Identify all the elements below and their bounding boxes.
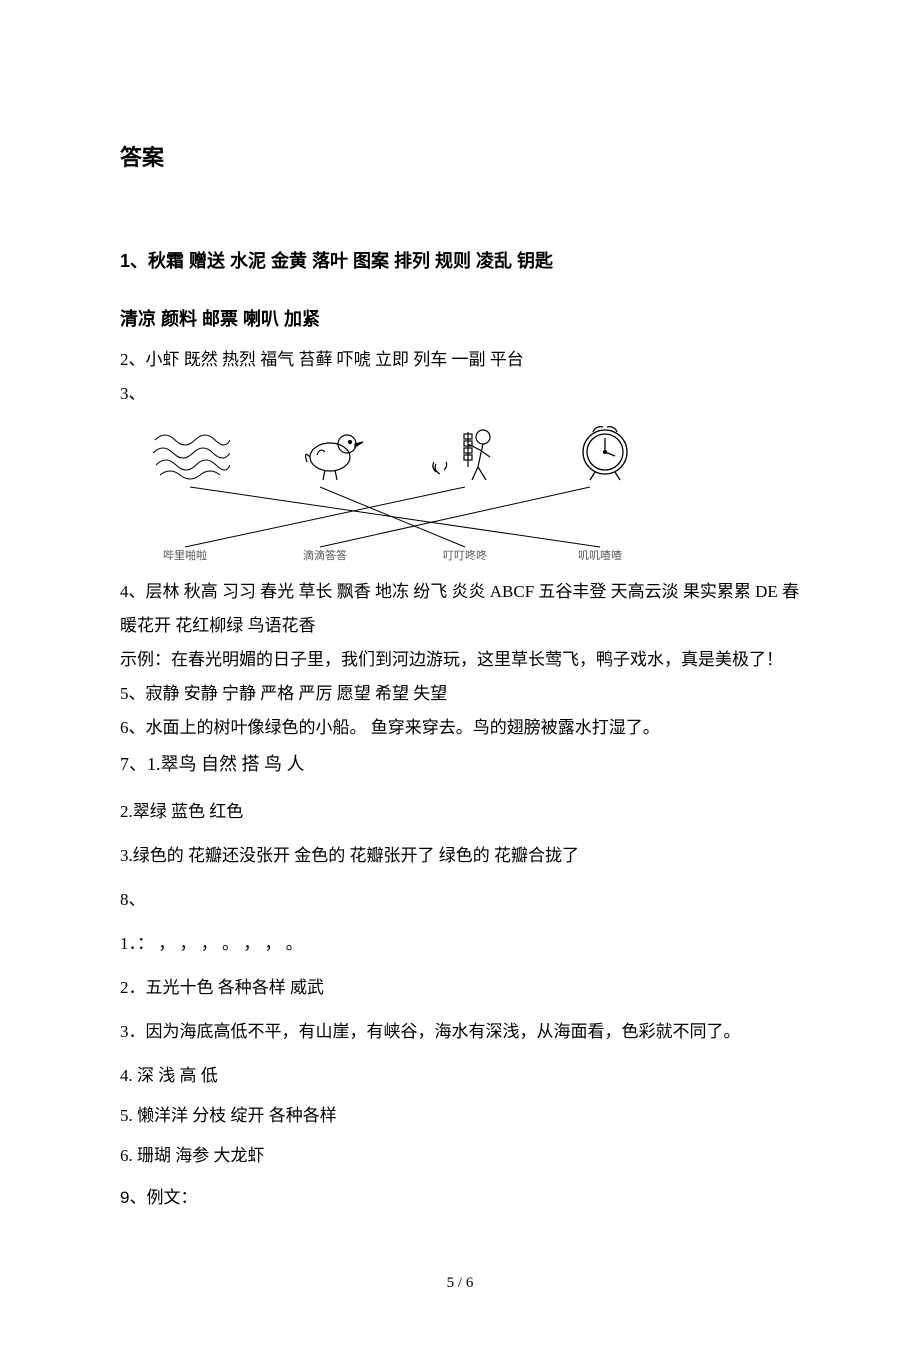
q1-line2: 清凉 颜料 邮票 喇叭 加紧 — [120, 300, 800, 340]
q8-l4: 4. 深 浅 高 低 — [120, 1059, 800, 1093]
q9-line: 9、例文： — [120, 1181, 800, 1215]
q8-l1: 1．： ， ， ， 。 ， ， 。 — [120, 927, 800, 961]
q8-l3: 3．因为海底高低不平，有山崖，有峡谷，海水有深浅，从海面看，色彩就不同了。 — [120, 1015, 800, 1049]
q3-label-4: 叽叽喳喳 — [560, 547, 640, 563]
q3-label-2: 滴滴答答 — [285, 547, 365, 563]
q3-matching-figure: 哔里啪啦 滴滴答答 叮叮咚咚 叽叽喳喳 — [120, 417, 630, 567]
answers-heading: 答案 — [120, 140, 800, 172]
q6-line: 6、水面上的树叶像绿色的小船。 鱼穿来穿去。鸟的翅膀被露水打湿了。 — [120, 711, 800, 745]
q8-l2: 2．五光十色 各种各样 威武 — [120, 971, 800, 1005]
answer-page: 答案 1、秋霜 赠送 水泥 金黄 落叶 图案 排列 规则 凌乱 钥匙 清凉 颜料… — [0, 0, 920, 1352]
q3-label-3: 叮叮咚咚 — [425, 547, 505, 563]
page-footer: 5 / 6 — [120, 1275, 800, 1292]
matching-lines — [120, 417, 630, 567]
q4-part1: 4、层林 秋高 习习 春光 草长 飘香 地冻 纷飞 炎炎 ABCF 五谷丰登 天… — [120, 575, 800, 643]
q3-label-1: 哔里啪啦 — [145, 547, 225, 563]
q8-l6: 6. 珊瑚 海参 大龙虾 — [120, 1139, 800, 1173]
q7-l1: 7、1.翠鸟 自然 搭 鸟 人 — [120, 745, 800, 785]
q1-line1: 1、秋霜 赠送 水泥 金黄 落叶 图案 排列 规则 凌乱 钥匙 — [120, 242, 800, 282]
q8-l5: 5. 懒洋洋 分枝 绽开 各种各样 — [120, 1099, 800, 1133]
q3-label: 3、 — [120, 377, 800, 411]
q5-line: 5、寂静 安静 宁静 严格 严厉 愿望 希望 失望 — [120, 677, 800, 711]
q2-line: 2、小虾 既然 热烈 福气 苔藓 吓唬 立即 列车 一副 平台 — [120, 343, 800, 377]
q7-l2: 2.翠绿 蓝色 红色 — [120, 795, 800, 829]
q7-l3: 3.绿色的 花瓣还没张开 金色的 花瓣张开了 绿色的 花瓣合拢了 — [120, 839, 800, 873]
q8-head: 8、 — [120, 883, 800, 917]
q4-part2: 示例：在春光明媚的日子里，我们到河边游玩，这里草长莺飞，鸭子戏水，真是美极了！ — [120, 643, 800, 677]
